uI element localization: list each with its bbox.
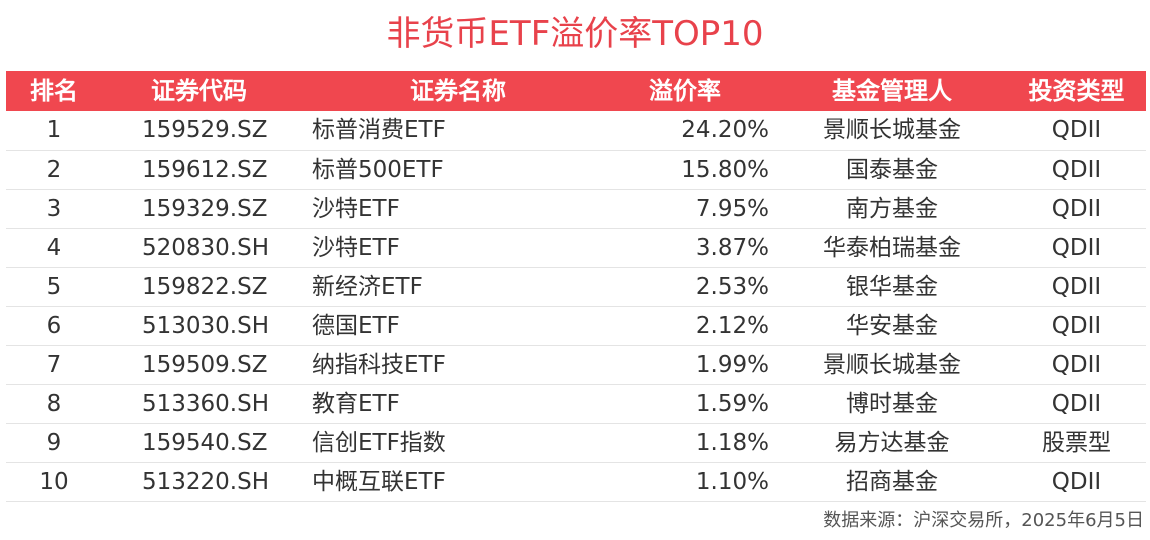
table-row: 9 159540.SZ 信创ETF指数 1.18% 易方达基金 股票型 <box>6 423 1146 462</box>
cell-type: QDII <box>1051 312 1102 339</box>
cell-name: 纳指科技ETF <box>312 351 446 378</box>
column-header-premium: 溢价率 <box>649 77 721 105</box>
cell-type: QDII <box>1051 351 1102 378</box>
cell-rank: 9 <box>46 429 62 456</box>
cell-rank: 4 <box>46 234 62 261</box>
data-source-note: 数据来源：沪深交易所，2025年6月5日 <box>823 510 1144 531</box>
table-row: 6 513030.SH 德国ETF 2.12% 华安基金 QDII <box>6 306 1146 345</box>
cell-manager: 南方基金 <box>846 195 938 222</box>
cell-name: 信创ETF指数 <box>312 429 446 456</box>
cell-rank: 3 <box>46 195 62 222</box>
cell-name: 标普消费ETF <box>312 117 446 144</box>
cell-rank: 8 <box>46 390 62 417</box>
table-row: 3 159329.SZ 沙特ETF 7.95% 南方基金 QDII <box>6 189 1146 228</box>
cell-premium: 3.87% <box>695 234 769 261</box>
cell-type: 股票型 <box>1042 429 1111 456</box>
cell-code: 513360.SH <box>142 390 270 417</box>
table-row: 7 159509.SZ 纳指科技ETF 1.99% 景顺长城基金 QDII <box>6 345 1146 384</box>
cell-name: 德国ETF <box>312 312 400 339</box>
cell-rank: 5 <box>46 273 62 300</box>
cell-code: 159329.SZ <box>142 195 268 222</box>
cell-type: QDII <box>1051 273 1102 300</box>
cell-rank: 2 <box>46 156 62 183</box>
cell-rank: 10 <box>39 468 69 495</box>
cell-code: 159529.SZ <box>142 117 268 144</box>
cell-premium: 1.99% <box>695 351 769 378</box>
cell-name: 新经济ETF <box>312 273 423 300</box>
cell-type: QDII <box>1051 156 1102 183</box>
table-row: 10 513220.SH 中概互联ETF 1.10% 招商基金 QDII <box>6 462 1146 501</box>
cell-manager: 景顺长城基金 <box>823 117 961 144</box>
cell-manager: 华安基金 <box>846 312 938 339</box>
cell-name: 沙特ETF <box>312 195 400 222</box>
cell-code: 513220.SH <box>142 468 270 495</box>
cell-name: 教育ETF <box>312 390 400 417</box>
cell-manager: 易方达基金 <box>834 429 950 456</box>
cell-manager: 招商基金 <box>846 468 938 495</box>
cell-type: QDII <box>1051 390 1102 417</box>
cell-code: 159612.SZ <box>142 156 268 183</box>
table-row: 1 159529.SZ 标普消费ETF 24.20% 景顺长城基金 QDII <box>6 111 1146 150</box>
cell-manager: 博时基金 <box>846 390 938 417</box>
cell-name: 中概互联ETF <box>312 468 446 495</box>
table-row: 2 159612.SZ 标普500ETF 15.80% 国泰基金 QDII <box>6 150 1146 189</box>
table-row: 8 513360.SH 教育ETF 1.59% 博时基金 QDII <box>6 384 1146 423</box>
cell-code: 159509.SZ <box>142 351 268 378</box>
cell-premium: 2.53% <box>695 273 769 300</box>
cell-code: 159822.SZ <box>142 273 268 300</box>
cell-type: QDII <box>1051 234 1102 261</box>
column-header-rank: 排名 <box>30 77 78 105</box>
cell-manager: 华泰柏瑞基金 <box>823 234 961 261</box>
table-header-row: 排名 证券代码 证券名称 溢价率 基金管理人 投资类型 <box>6 71 1146 111</box>
cell-premium: 2.12% <box>695 312 769 339</box>
cell-rank: 7 <box>46 351 62 378</box>
cell-premium: 1.59% <box>695 390 769 417</box>
cell-manager: 银华基金 <box>846 273 938 300</box>
cell-premium: 24.20% <box>681 117 769 144</box>
table-body: 1 159529.SZ 标普消费ETF 24.20% 景顺长城基金 QDII 2… <box>6 111 1146 501</box>
cell-type: QDII <box>1051 468 1102 495</box>
cell-premium: 15.80% <box>681 156 769 183</box>
cell-rank: 6 <box>46 312 62 339</box>
cell-premium: 7.95% <box>695 195 769 222</box>
column-header-code: 证券代码 <box>151 77 247 105</box>
cell-code: 159540.SZ <box>142 429 268 456</box>
table-row: 5 159822.SZ 新经济ETF 2.53% 银华基金 QDII <box>6 267 1146 306</box>
cell-name: 沙特ETF <box>312 234 400 261</box>
cell-premium: 1.10% <box>695 468 769 495</box>
premium-table: 排名 证券代码 证券名称 溢价率 基金管理人 投资类型 1 159529.SZ … <box>6 71 1146 502</box>
column-header-type: 投资类型 <box>1028 77 1125 105</box>
column-header-name: 证券名称 <box>410 77 506 105</box>
cell-name: 标普500ETF <box>312 156 444 183</box>
cell-manager: 景顺长城基金 <box>823 351 961 378</box>
cell-rank: 1 <box>46 117 62 144</box>
cell-manager: 国泰基金 <box>846 156 938 183</box>
cell-type: QDII <box>1051 195 1102 222</box>
cell-type: QDII <box>1051 117 1102 144</box>
cell-code: 520830.SH <box>142 234 270 261</box>
column-header-manager: 基金管理人 <box>832 77 952 105</box>
chart-title: 非货币ETF溢价率TOP10 <box>386 14 764 54</box>
table-row: 4 520830.SH 沙特ETF 3.87% 华泰柏瑞基金 QDII <box>6 228 1146 267</box>
cell-premium: 1.18% <box>695 429 769 456</box>
cell-code: 513030.SH <box>142 312 270 339</box>
